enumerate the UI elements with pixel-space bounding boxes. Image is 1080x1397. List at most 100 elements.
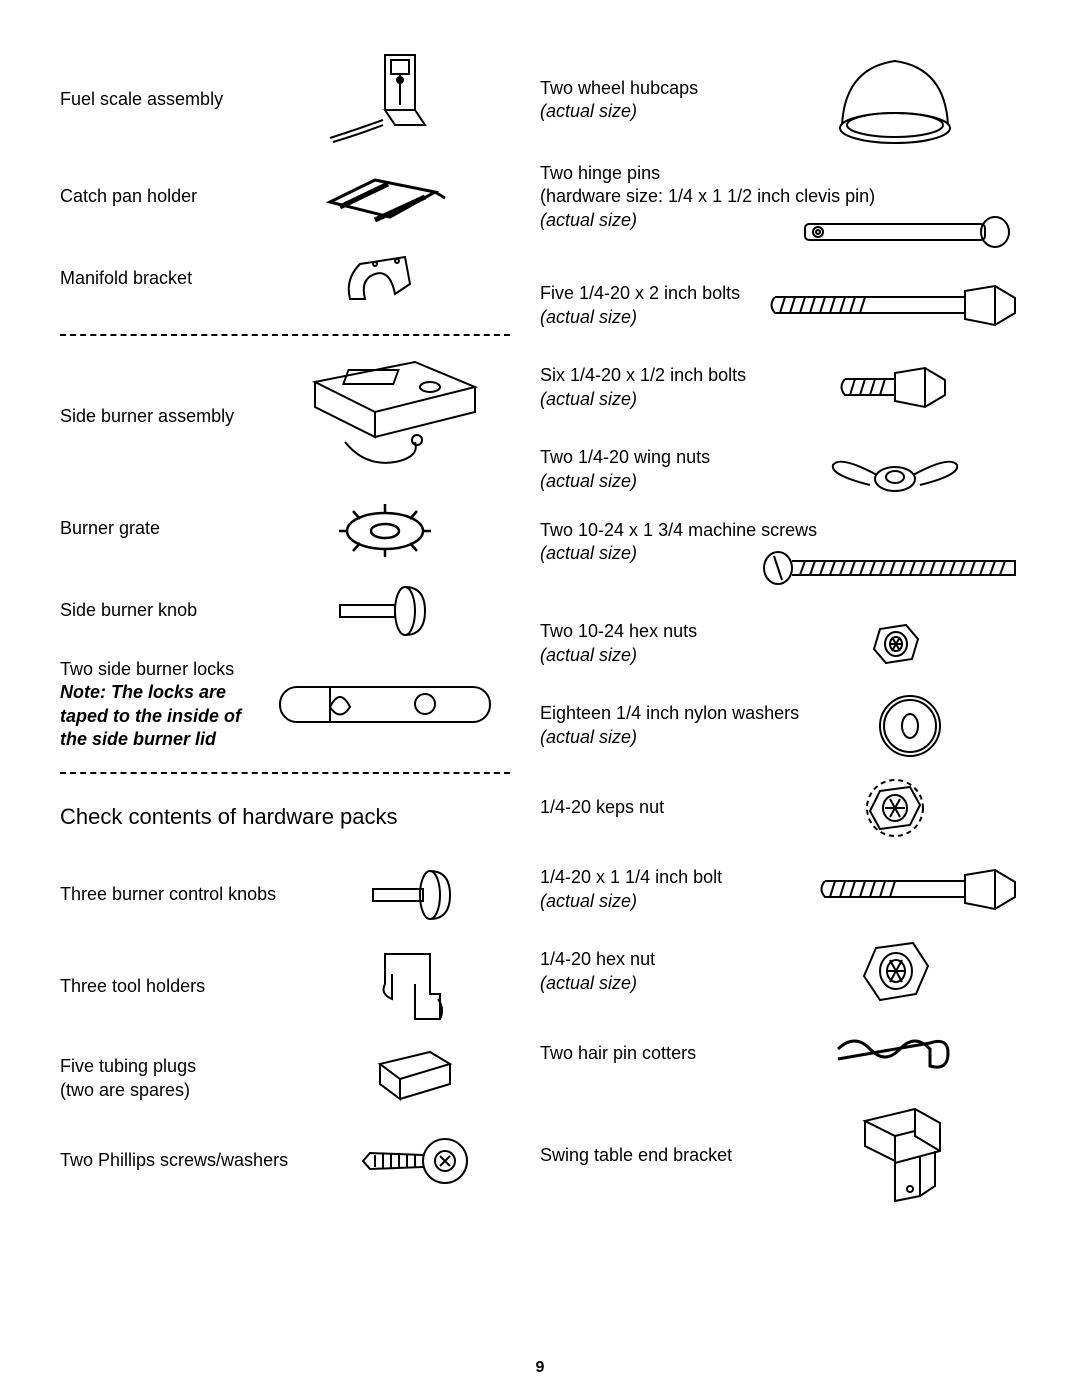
nylon-washer-icon (800, 691, 1020, 761)
label: Two hinge pins (hardware size: 1/4 x 1 1… (540, 162, 1020, 259)
wing-nut-icon (770, 445, 1020, 495)
side-burner-knob-icon (260, 581, 510, 641)
item-keps-nut: 1/4-20 keps nut (540, 773, 1020, 843)
item-side-burner-knob: Side burner knob (60, 576, 510, 646)
label: Eighteen 1/4 inch nylon washers (actual … (540, 702, 800, 749)
item-bolts-half-in: Six 1/4-20 x 1/2 inch bolts (actual size… (540, 353, 1020, 423)
item-burner-grate: Burner grate (60, 494, 510, 564)
fuel-scale-icon (260, 50, 510, 150)
bolt-medium-icon (770, 867, 1020, 912)
item-tool-holders: Three tool holders (60, 942, 510, 1032)
label: Side burner assembly (60, 405, 260, 428)
actual-size: (actual size) (540, 100, 770, 123)
sub-text: (hardware size: 1/4 x 1 1/2 inch clevis … (540, 186, 875, 206)
columns: Fuel scale assembly Catch pan holder (60, 50, 1020, 1223)
actual-size: (actual size) (540, 470, 770, 493)
item-fuel-scale: Fuel scale assembly (60, 50, 510, 150)
item-side-burner-locks: Two side burner locks Note: The locks ar… (60, 658, 510, 752)
label-text: Two 10-24 hex nuts (540, 621, 697, 641)
section-heading: Check contents of hardware packs (60, 804, 510, 830)
label-text: Two side burner locks (60, 659, 234, 679)
label: Burner grate (60, 517, 260, 540)
label: Swing table end bracket (540, 1144, 770, 1167)
label-text: Two 1/4-20 wing nuts (540, 447, 710, 467)
label: Catch pan holder (60, 185, 260, 208)
item-bolt-114: 1/4-20 x 1 1/4 inch bolt (actual size) (540, 855, 1020, 925)
label: Manifold bracket (60, 267, 260, 290)
label: Two 1/4-20 wing nuts (actual size) (540, 446, 770, 493)
label-text: Six 1/4-20 x 1/2 inch bolts (540, 365, 746, 385)
label: Three tool holders (60, 975, 320, 998)
divider (60, 334, 510, 336)
item-tubing-plugs: Five tubing plugs (two are spares) (60, 1044, 510, 1114)
bolt-long-icon (770, 283, 1020, 328)
item-manifold-bracket: Manifold bracket (60, 244, 510, 314)
swing-table-bracket-icon (770, 1101, 1020, 1211)
actual-size: (actual size) (540, 644, 770, 667)
burner-control-knob-icon (320, 865, 510, 925)
label: 1/4-20 keps nut (540, 796, 770, 819)
page: Fuel scale assembly Catch pan holder (0, 0, 1080, 1397)
actual-size: (actual size) (540, 306, 770, 329)
item-hair-pin-cotters: Two hair pin cotters (540, 1019, 1020, 1089)
item-hex-nut-1420: 1/4-20 hex nut (actual size) (540, 937, 1020, 1007)
hex-nut-small-icon (770, 619, 1020, 669)
label: Side burner knob (60, 599, 260, 622)
phillips-screw-icon (320, 1131, 510, 1191)
machine-screw-icon (760, 548, 1020, 588)
label-text: Five tubing plugs (60, 1056, 196, 1076)
label-text: Two 10-24 x 1 3/4 machine screws (540, 520, 817, 540)
label: 1/4-20 hex nut (actual size) (540, 948, 770, 995)
left-column: Fuel scale assembly Catch pan holder (60, 50, 510, 1223)
label: Two wheel hubcaps (actual size) (540, 77, 770, 124)
item-hex-nuts-1024: Two 10-24 hex nuts (actual size) (540, 609, 1020, 679)
label: Three burner control knobs (60, 883, 320, 906)
burner-grate-icon (260, 499, 510, 559)
item-hinge-pins: Two hinge pins (hardware size: 1/4 x 1 1… (540, 162, 1020, 259)
hinge-pin-icon (800, 212, 1020, 252)
item-swing-table-bracket: Swing table end bracket (540, 1101, 1020, 1211)
item-wing-nuts: Two 1/4-20 wing nuts (actual size) (540, 435, 1020, 505)
label: Two Phillips screws/washers (60, 1149, 320, 1172)
label: Two 10-24 x 1 3/4 machine screws (actual… (540, 519, 1020, 594)
item-burner-control-knobs: Three burner control knobs (60, 860, 510, 930)
hex-nut-large-icon (770, 938, 1020, 1006)
tubing-plug-icon (320, 1044, 510, 1114)
divider (60, 772, 510, 774)
page-number: 9 (0, 1359, 1080, 1377)
label-text: 1/4-20 hex nut (540, 949, 655, 969)
label-text: Five 1/4-20 x 2 inch bolts (540, 283, 740, 303)
label-text: 1/4-20 x 1 1/4 inch bolt (540, 867, 722, 887)
catch-pan-holder-icon (260, 162, 510, 232)
label: Fuel scale assembly (60, 88, 260, 111)
hair-pin-cotter-icon (770, 1031, 1020, 1076)
label: Two hair pin cotters (540, 1042, 770, 1065)
actual-size: (actual size) (540, 972, 770, 995)
item-phillips-screws: Two Phillips screws/washers (60, 1126, 510, 1196)
label: Five 1/4-20 x 2 inch bolts (actual size) (540, 282, 770, 329)
label: Six 1/4-20 x 1/2 inch bolts (actual size… (540, 364, 770, 411)
note-text: Note: The locks are taped to the inside … (60, 682, 241, 749)
item-catch-pan-holder: Catch pan holder (60, 162, 510, 232)
item-bolts-2in: Five 1/4-20 x 2 inch bolts (actual size) (540, 271, 1020, 341)
item-wheel-hubcaps: Two wheel hubcaps (actual size) (540, 50, 1020, 150)
tool-holder-icon (320, 944, 510, 1029)
right-column: Two wheel hubcaps (actual size) Two hing… (540, 50, 1020, 1223)
item-machine-screws: Two 10-24 x 1 3/4 machine screws (actual… (540, 517, 1020, 597)
wheel-hubcap-icon (770, 53, 1020, 148)
side-burner-lock-icon (260, 677, 510, 732)
item-side-burner-assembly: Side burner assembly (60, 352, 510, 482)
label: Five tubing plugs (two are spares) (60, 1055, 320, 1102)
actual-size: (actual size) (540, 388, 770, 411)
label-text: Eighteen 1/4 inch nylon washers (540, 703, 799, 723)
keps-nut-icon (770, 773, 1020, 843)
label: Two 10-24 hex nuts (actual size) (540, 620, 770, 667)
label-text: Two wheel hubcaps (540, 78, 698, 98)
item-nylon-washers: Eighteen 1/4 inch nylon washers (actual … (540, 691, 1020, 761)
side-burner-assembly-icon (260, 352, 510, 482)
actual-size: (actual size) (540, 726, 800, 749)
label-text: Two hinge pins (540, 163, 660, 183)
sub-text: (two are spares) (60, 1080, 190, 1100)
manifold-bracket-icon (260, 249, 510, 309)
actual-size: (actual size) (540, 890, 770, 913)
